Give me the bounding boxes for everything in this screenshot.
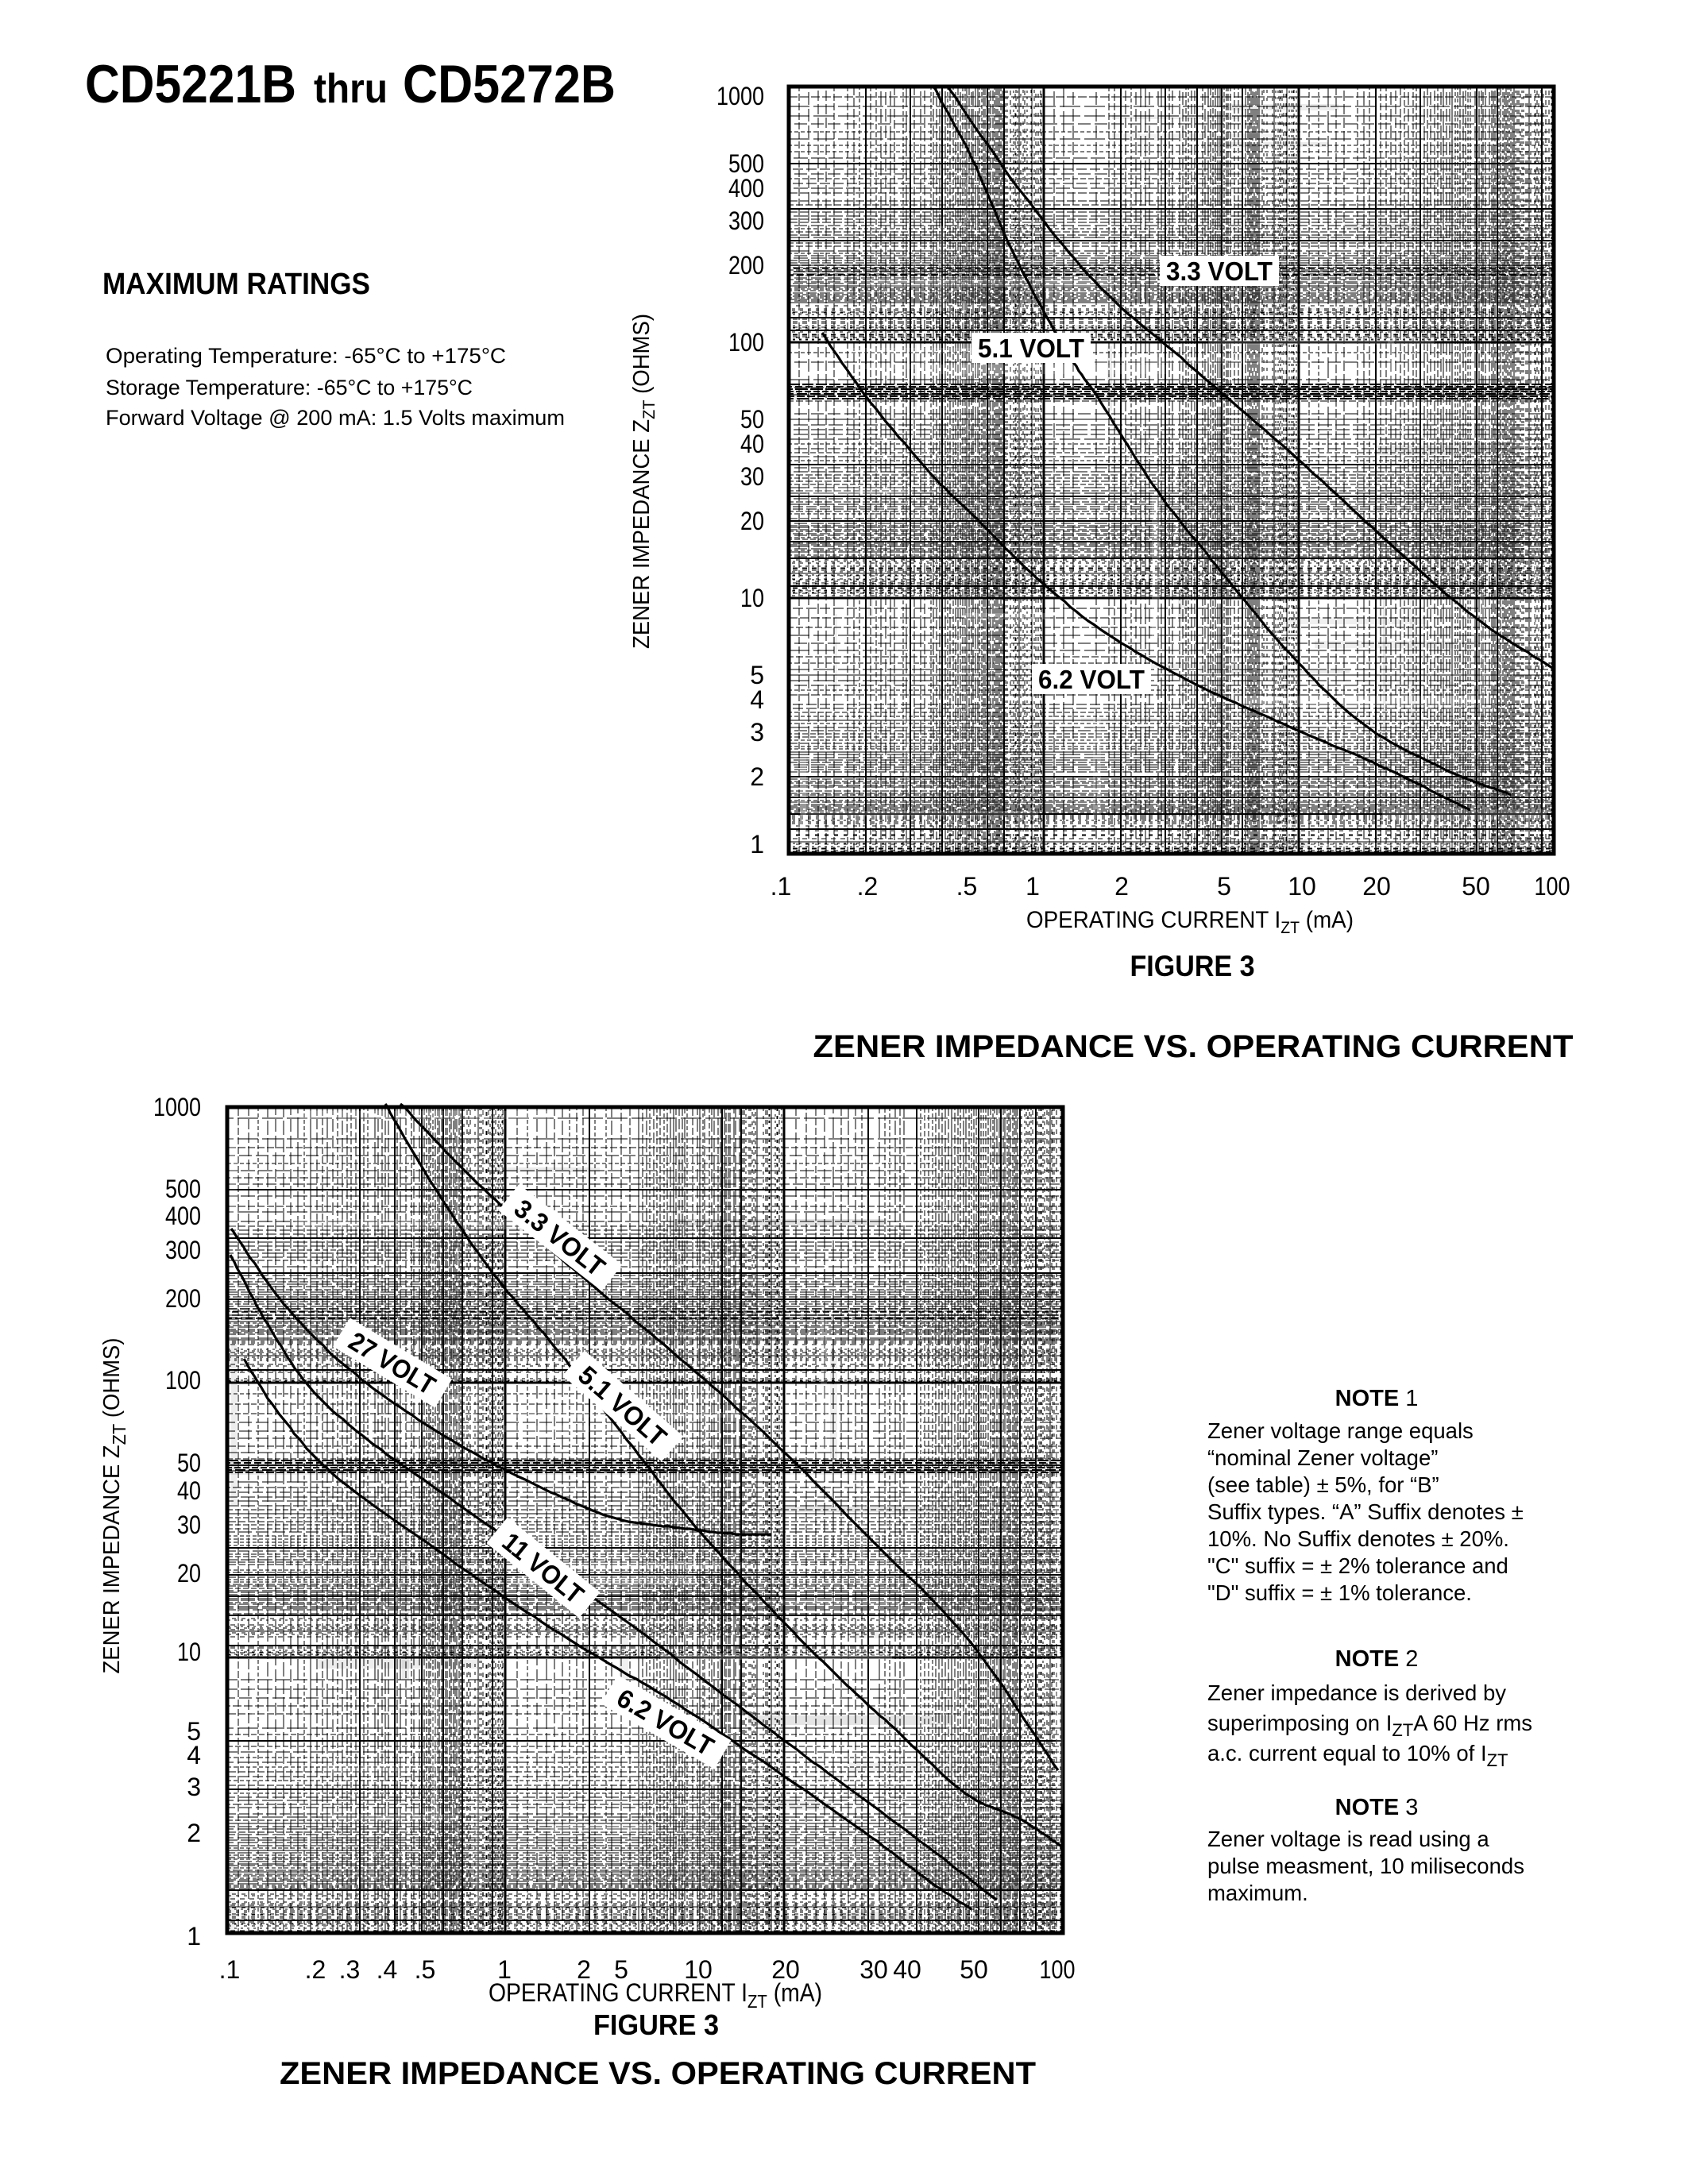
svg-text:ZENER IMPEDANCE VS. OPERATING: ZENER IMPEDANCE VS. OPERATING CURRENT <box>813 1029 1574 1064</box>
svg-text:3: 3 <box>750 718 764 747</box>
svg-text:maximum.: maximum. <box>1207 1881 1308 1905</box>
svg-text:200: 200 <box>165 1284 201 1313</box>
svg-text:50: 50 <box>960 1955 988 1984</box>
svg-text:NOTE 2: NOTE 2 <box>1335 1646 1419 1672</box>
svg-text:thru: thru <box>314 66 388 112</box>
svg-text:20: 20 <box>771 1955 800 1984</box>
svg-text:MAXIMUM RATINGS: MAXIMUM RATINGS <box>102 268 370 301</box>
svg-text:5: 5 <box>614 1955 628 1984</box>
svg-text:.4: .4 <box>377 1955 398 1984</box>
svg-text:5: 5 <box>1217 872 1231 901</box>
svg-text:“nominal Zener voltage”: “nominal Zener voltage” <box>1207 1445 1438 1470</box>
svg-text:100: 100 <box>728 328 764 357</box>
svg-text:20: 20 <box>1362 872 1391 901</box>
svg-text:a.c. current equal to 10% of I: a.c. current equal to 10% of IZT <box>1207 1741 1508 1770</box>
svg-text:.1: .1 <box>771 872 792 901</box>
svg-text:.5: .5 <box>956 872 978 901</box>
svg-text:ZENER IMPEDANCE VS. OPERATING: ZENER IMPEDANCE VS. OPERATING CURRENT <box>280 2056 1036 2091</box>
svg-text:CD5272B: CD5272B <box>403 54 616 114</box>
svg-text:1: 1 <box>750 830 764 859</box>
svg-text:3.3 VOLT: 3.3 VOLT <box>1166 257 1273 286</box>
svg-text:.3: .3 <box>339 1955 361 1984</box>
svg-text:10: 10 <box>177 1638 201 1666</box>
svg-text:2: 2 <box>577 1955 591 1984</box>
svg-text:OPERATING CURRENT IZT (mA): OPERATING CURRENT IZT (mA) <box>1026 907 1354 937</box>
svg-text:CD5221B: CD5221B <box>85 54 296 114</box>
svg-text:200: 200 <box>728 251 764 280</box>
svg-text:Storage Temperature: -65°C to: Storage Temperature: -65°C to +175°C <box>106 376 473 399</box>
svg-text:3: 3 <box>187 1773 201 1801</box>
svg-text:10: 10 <box>1288 872 1316 901</box>
svg-text:Suffix types. “A” Suffix denot: Suffix types. “A” Suffix denotes ± <box>1207 1499 1524 1524</box>
svg-text:10: 10 <box>740 584 764 612</box>
svg-text:40: 40 <box>893 1955 921 1984</box>
svg-text:(see table) ± 5%, for “B”: (see table) ± 5%, for “B” <box>1207 1472 1439 1497</box>
svg-text:4: 4 <box>750 685 764 714</box>
svg-text:10%. No Suffix denotes ± 20%.: 10%. No Suffix denotes ± 20%. <box>1207 1526 1509 1551</box>
svg-text:1: 1 <box>1026 872 1040 901</box>
svg-text:100: 100 <box>1535 872 1570 901</box>
svg-text:ZENER IMPEDANCE ZZT (OHMS): ZENER IMPEDANCE ZZT (OHMS) <box>99 1338 129 1674</box>
svg-text:30: 30 <box>859 1955 888 1984</box>
svg-text:"C" suffix = ± 2% tolerance an: "C" suffix = ± 2% tolerance and <box>1207 1553 1508 1578</box>
svg-text:1: 1 <box>187 1922 201 1951</box>
svg-text:1: 1 <box>497 1955 512 1984</box>
svg-text:1000: 1000 <box>717 82 764 110</box>
svg-text:6.2 VOLT: 6.2 VOLT <box>1038 665 1145 694</box>
svg-text:30: 30 <box>177 1511 201 1539</box>
svg-text:40: 40 <box>177 1476 201 1505</box>
svg-text:Zener impedance is derived by: Zener impedance is derived by <box>1207 1680 1506 1705</box>
svg-text:50: 50 <box>1462 872 1490 901</box>
svg-text:Forward Voltage @ 200 mA: 1.5: Forward Voltage @ 200 mA: 1.5 Volts maxi… <box>106 406 565 430</box>
svg-text:50: 50 <box>177 1449 201 1477</box>
svg-text:NOTE 1: NOTE 1 <box>1335 1386 1419 1411</box>
svg-text:FIGURE 3: FIGURE 3 <box>1130 950 1255 982</box>
svg-text:400: 400 <box>165 1202 201 1230</box>
svg-text:50: 50 <box>740 405 764 434</box>
svg-text:30: 30 <box>740 462 764 491</box>
svg-text:Operating Temperature: -65°C t: Operating Temperature: -65°C to +175°C <box>106 344 506 368</box>
svg-text:1000: 1000 <box>153 1093 201 1121</box>
svg-text:10: 10 <box>684 1955 713 1984</box>
svg-text:NOTE 3: NOTE 3 <box>1335 1795 1419 1820</box>
svg-text:5: 5 <box>750 661 764 689</box>
svg-text:2: 2 <box>187 1819 201 1847</box>
svg-text:40: 40 <box>740 430 764 458</box>
svg-text:.1: .1 <box>219 1955 241 1984</box>
svg-text:Zener voltage is read using a: Zener voltage is read using a <box>1207 1827 1489 1851</box>
svg-text:5.1 VOLT: 5.1 VOLT <box>978 334 1084 363</box>
svg-text:100: 100 <box>165 1366 201 1395</box>
svg-text:2: 2 <box>750 762 764 791</box>
svg-text:500: 500 <box>728 149 764 178</box>
svg-text:100: 100 <box>1040 1955 1076 1984</box>
svg-text:5: 5 <box>187 1717 201 1746</box>
svg-text:20: 20 <box>177 1559 201 1588</box>
svg-text:"D" suffix = ± 1% tolerance.: "D" suffix = ± 1% tolerance. <box>1207 1580 1472 1605</box>
svg-text:.2: .2 <box>857 872 879 901</box>
svg-text:pulse measment, 10 miliseconds: pulse measment, 10 miliseconds <box>1207 1854 1524 1878</box>
svg-text:ZENER IMPEDANCE ZZT (OHMS): ZENER IMPEDANCE ZZT (OHMS) <box>629 314 659 649</box>
svg-text:300: 300 <box>728 206 764 235</box>
svg-text:OPERATING CURRENT IZT (mA): OPERATING CURRENT IZT (mA) <box>489 1978 822 2012</box>
svg-text:.5: .5 <box>415 1955 436 1984</box>
svg-text:4: 4 <box>187 1741 201 1769</box>
svg-text:FIGURE 3: FIGURE 3 <box>593 2008 719 2041</box>
svg-text:.2: .2 <box>305 1955 326 1984</box>
svg-text:superimposing on IZTA 60 Hz rm: superimposing on IZTA 60 Hz rms <box>1207 1711 1532 1740</box>
svg-text:Zener voltage range equals: Zener voltage range equals <box>1207 1418 1474 1443</box>
svg-text:400: 400 <box>728 174 764 203</box>
svg-text:20: 20 <box>740 507 764 535</box>
svg-text:300: 300 <box>165 1236 201 1264</box>
svg-text:2: 2 <box>1114 872 1129 901</box>
svg-text:500: 500 <box>165 1175 201 1203</box>
